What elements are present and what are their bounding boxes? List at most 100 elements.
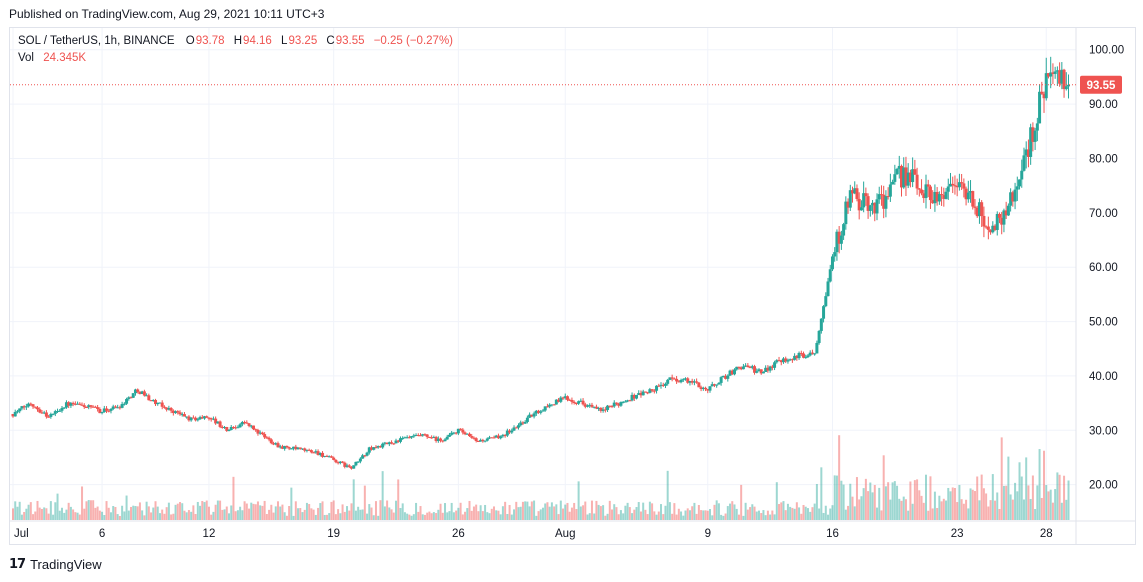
volume-bar [949, 491, 952, 520]
candle-body [882, 194, 886, 209]
volume-bar [858, 499, 861, 520]
volume-bar [544, 503, 547, 520]
candle-body [855, 188, 859, 199]
volume-bar [907, 510, 910, 520]
symbol-label[interactable]: SOL / TetherUS, 1h, BINANCE [18, 35, 175, 47]
volume-bar [145, 501, 148, 520]
volume-bar [276, 501, 279, 520]
candle-body [639, 392, 643, 396]
candle-body [657, 385, 661, 387]
candle-body [459, 428, 463, 430]
candle-body [510, 430, 514, 433]
candle-body [392, 443, 396, 445]
candle-body [35, 407, 39, 410]
candle-body [904, 167, 908, 186]
candle-body [223, 427, 227, 429]
volume-bar [265, 514, 268, 520]
volume-bar [76, 512, 79, 520]
candle-body [824, 296, 828, 307]
volume-bar [121, 505, 124, 520]
volume-bar [201, 500, 204, 520]
candle-body [370, 447, 374, 450]
volume-bar [403, 512, 406, 520]
volume-bar [32, 514, 35, 520]
candle-body [47, 416, 51, 418]
candle-body [307, 449, 311, 451]
volume-bar [822, 512, 825, 520]
candle-body [378, 446, 382, 448]
candle-body [147, 395, 151, 401]
volume-bar [379, 500, 382, 520]
volume-bar [94, 507, 97, 520]
candle-body [744, 365, 748, 367]
last-price-badge [1080, 75, 1122, 94]
candle-body [272, 443, 276, 445]
volume-bar [109, 512, 112, 520]
volume-bar [969, 488, 972, 520]
volume-bar [744, 502, 747, 520]
candle-body [1067, 84, 1071, 87]
volume-bar [1038, 449, 1041, 520]
candle-body [100, 412, 104, 414]
candle-body [802, 353, 806, 358]
candle-body [969, 191, 973, 193]
volume-bar [530, 501, 533, 520]
volume-bar [490, 508, 493, 520]
volume-bar [677, 508, 680, 520]
candle-body [862, 193, 866, 208]
candle-body [434, 437, 438, 442]
candle-body [577, 401, 581, 404]
volume-bar [775, 482, 778, 520]
candle-body [900, 165, 904, 188]
x-tick-label: Aug [555, 528, 575, 540]
volume-bar [397, 479, 400, 520]
volume-bar [1058, 474, 1061, 520]
volume-bar [199, 505, 202, 520]
candle-body [165, 407, 169, 410]
candle-body [630, 394, 634, 401]
candle-body [599, 407, 603, 411]
candle-body [908, 172, 912, 183]
volume-bar [346, 506, 349, 520]
volume-bar [69, 506, 72, 520]
volume-bar [450, 502, 453, 520]
candle-body [82, 405, 86, 408]
volume-bar [341, 504, 344, 520]
volume-bar [746, 509, 749, 520]
volume-bar [114, 506, 117, 520]
volume-bar [58, 510, 61, 520]
candle-body [1038, 91, 1042, 124]
candle-body [98, 408, 102, 414]
candle-body [735, 366, 739, 370]
volume-bar [586, 514, 589, 520]
candle-body [18, 408, 22, 412]
candle-body [120, 404, 124, 408]
volume-bar [508, 504, 511, 520]
volume-bar [535, 515, 538, 520]
volume-bar [760, 513, 763, 520]
volume-bar [481, 511, 484, 520]
y-tick-label: 100.00 [1089, 45, 1124, 57]
candle-body [864, 193, 868, 197]
volume-bar [933, 491, 936, 520]
candle-body [1051, 72, 1055, 74]
volume-bar [107, 507, 110, 520]
volume-bar [967, 508, 970, 520]
candle-body [118, 407, 122, 409]
candle-body [169, 408, 173, 411]
tradingview-logo[interactable]: 𝟭𝟳 TradingView [9, 556, 102, 572]
candle-body [799, 352, 803, 354]
volume-bar [602, 505, 605, 520]
volume-bar [1005, 485, 1008, 520]
volume-bar [982, 488, 985, 520]
volume-bar [573, 502, 576, 520]
volume-bar [167, 502, 170, 520]
candle-body [688, 380, 692, 383]
candle-body [410, 436, 414, 438]
candle-body [376, 446, 380, 448]
candle-body [367, 447, 371, 453]
candle-body [196, 419, 200, 421]
volume-bar [922, 502, 925, 520]
volume-bar [882, 455, 885, 520]
